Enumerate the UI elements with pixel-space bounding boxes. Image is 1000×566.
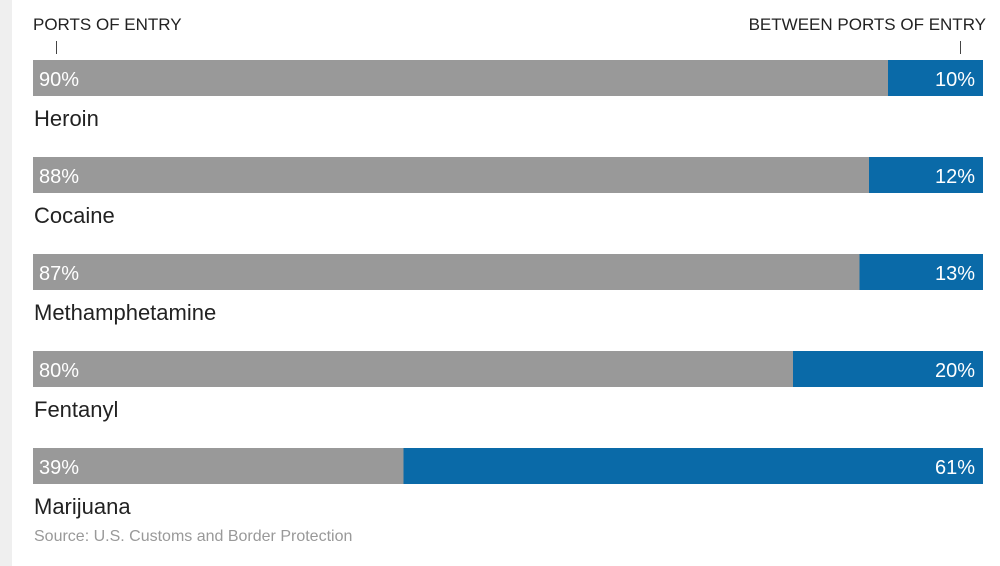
marijuana-ports-of-entry-bar [33,448,404,484]
ports-of-entry-label: PORTS OF ENTRY [33,15,182,34]
heroin-ports-of-entry-value: 90% [39,69,79,91]
cocaine-between-ports-bar [869,157,983,193]
marijuana-ports-of-entry-value: 39% [39,457,79,479]
marijuana-category-label: Marijuana [34,494,131,519]
cocaine-ports-of-entry-value: 88% [39,166,79,188]
source-note: Source: U.S. Customs and Border Protecti… [34,528,353,545]
left-margin-strip [0,0,12,566]
between-ports-label: BETWEEN PORTS OF ENTRY [748,15,986,34]
fentanyl-between-ports-value: 20% [935,360,975,382]
cocaine-between-ports-value: 12% [935,166,975,188]
methamphetamine-ports-of-entry-value: 87% [39,263,79,285]
methamphetamine-between-ports-bar [859,254,983,290]
cocaine-category-label: Cocaine [34,203,115,228]
fentanyl-between-ports-bar [793,351,983,387]
heroin-between-ports-value: 10% [935,69,975,91]
methamphetamine-ports-of-entry-bar [33,254,860,290]
heroin-ports-of-entry-bar [33,60,888,96]
fentanyl-ports-of-entry-bar [33,351,793,387]
methamphetamine-between-ports-value: 13% [935,263,975,285]
between-ports-tick [960,41,961,54]
heroin-between-ports-bar [888,60,983,96]
marijuana-between-ports-value: 61% [935,457,975,479]
heroin-category-label: Heroin [34,106,99,131]
marijuana-between-ports-bar [403,448,983,484]
fentanyl-ports-of-entry-value: 80% [39,360,79,382]
methamphetamine-category-label: Methamphetamine [34,300,216,325]
ports-of-entry-tick [56,41,57,54]
fentanyl-category-label: Fentanyl [34,397,118,422]
cocaine-ports-of-entry-bar [33,157,869,193]
